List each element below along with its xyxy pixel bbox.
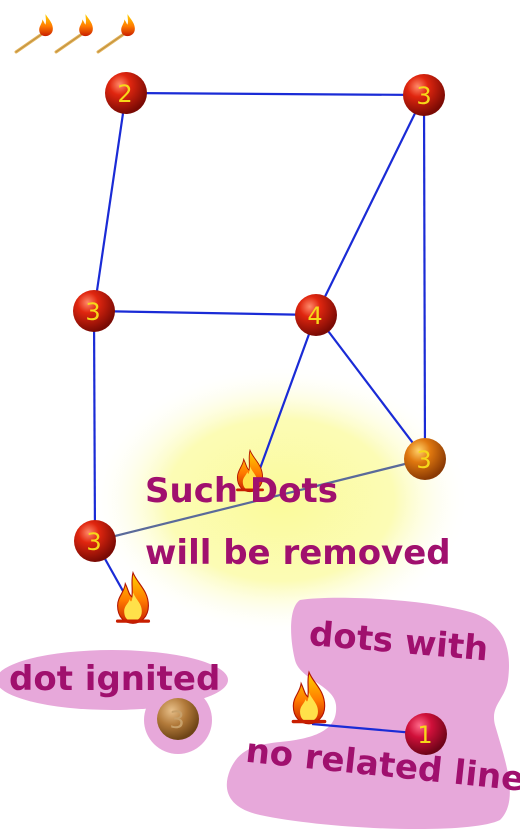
line-top[interactable] (125, 91, 425, 97)
dot-number: 2 (117, 80, 132, 108)
dot-ignited[interactable]: 3 (157, 698, 199, 740)
line-center-down[interactable] (252, 314, 318, 486)
dot-number: 3 (86, 528, 101, 556)
line-topright-center[interactable] (315, 94, 425, 316)
dot-number: 3 (85, 298, 100, 326)
callout-removed-line2: will be removed (145, 533, 451, 573)
dot-center[interactable]: 4 (295, 294, 337, 336)
match-stick-icon (14, 12, 55, 54)
dots: 2 3 3 4 3 3 3 1 (73, 72, 447, 755)
line-left-upper[interactable] (92, 92, 128, 312)
highlight-glow (90, 365, 470, 635)
dot-number: 1 (417, 721, 432, 749)
line-middle[interactable] (93, 309, 317, 317)
line-left-lower[interactable] (92, 310, 97, 542)
line-diagonal-burning[interactable] (94, 457, 426, 543)
dot-number: 3 (169, 706, 184, 734)
line-right-vertical[interactable] (422, 94, 427, 460)
dot-lonely[interactable]: 1 (405, 713, 447, 755)
dot-bottom-left[interactable]: 3 (74, 520, 116, 562)
dot-number: 3 (416, 446, 431, 474)
dot-right-lower[interactable]: 3 (404, 438, 446, 480)
match-stick-icon (96, 12, 137, 54)
callout-ignited: dot ignited (9, 659, 220, 699)
matches-remaining (14, 12, 137, 54)
dot-top-right[interactable]: 3 (403, 74, 445, 116)
dot-number: 4 (307, 302, 322, 330)
dot-top-left[interactable]: 2 (105, 72, 147, 114)
no-line-bubble (226, 597, 510, 830)
dot-mid-left[interactable]: 3 (73, 290, 115, 332)
match-stick-icon (54, 12, 95, 54)
callout-removed-line1: Such Dots (145, 471, 338, 511)
dot-number: 3 (416, 82, 431, 110)
line-center-right[interactable] (315, 314, 426, 460)
